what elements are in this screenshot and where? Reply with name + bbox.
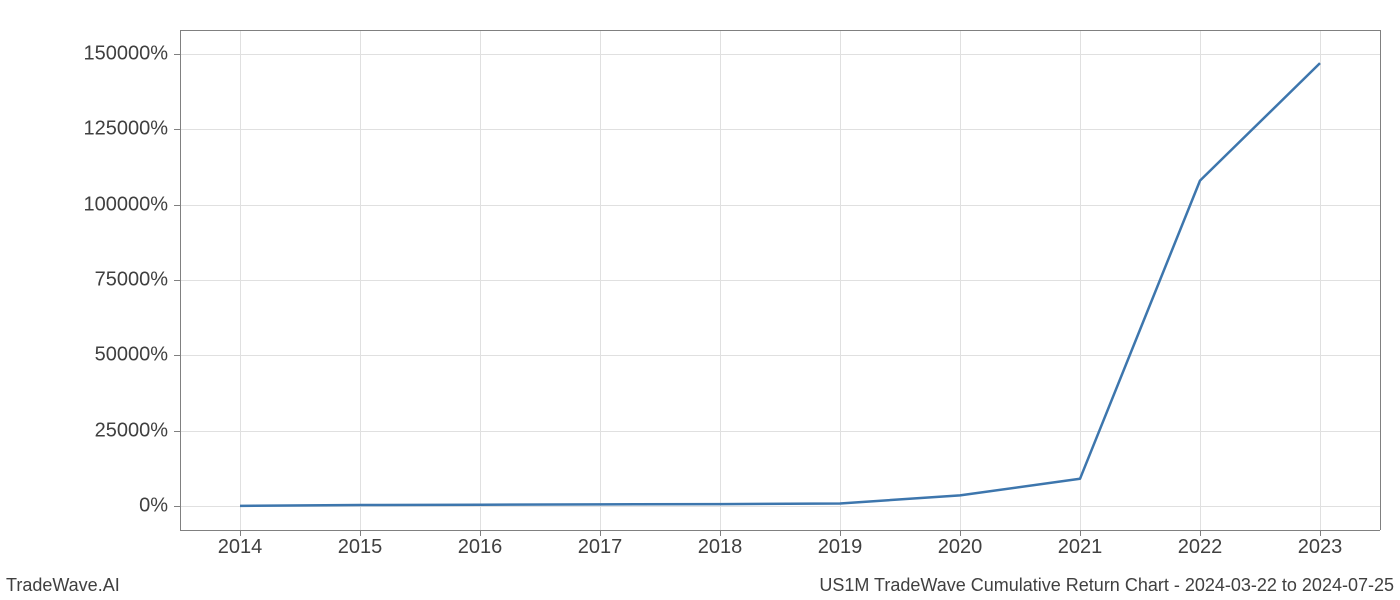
y-tick-label: 25000% [0,419,168,442]
footer-left-label: TradeWave.AI [6,575,120,596]
x-tick-label: 2015 [338,536,383,559]
y-tick-label: 50000% [0,344,168,367]
x-tick-label: 2023 [1298,536,1343,559]
plot-area: 2014201520162017201820192020202120222023… [180,30,1380,530]
line-series-layer [180,30,1380,530]
x-tick-label: 2017 [578,536,623,559]
x-tick-label: 2018 [698,536,743,559]
y-tick-label: 125000% [0,118,168,141]
x-tick-label: 2022 [1178,536,1223,559]
footer-right-label: US1M TradeWave Cumulative Return Chart -… [819,575,1394,596]
axis-spine [180,530,1380,531]
x-tick-label: 2014 [218,536,263,559]
x-tick-label: 2021 [1058,536,1103,559]
x-tick-label: 2019 [818,536,863,559]
x-tick-label: 2016 [458,536,503,559]
axis-spine [1380,30,1381,530]
x-tick-label: 2020 [938,536,983,559]
y-tick-label: 150000% [0,43,168,66]
chart-container: 2014 2015 2016 2017 2018 2019 2020 2021 2022 2023… [0,0,1400,600]
cumulative-return-line [240,63,1320,506]
y-tick-label: 75000% [0,269,168,292]
y-tick-label: 0% [0,494,168,517]
y-tick-label: 100000% [0,193,168,216]
